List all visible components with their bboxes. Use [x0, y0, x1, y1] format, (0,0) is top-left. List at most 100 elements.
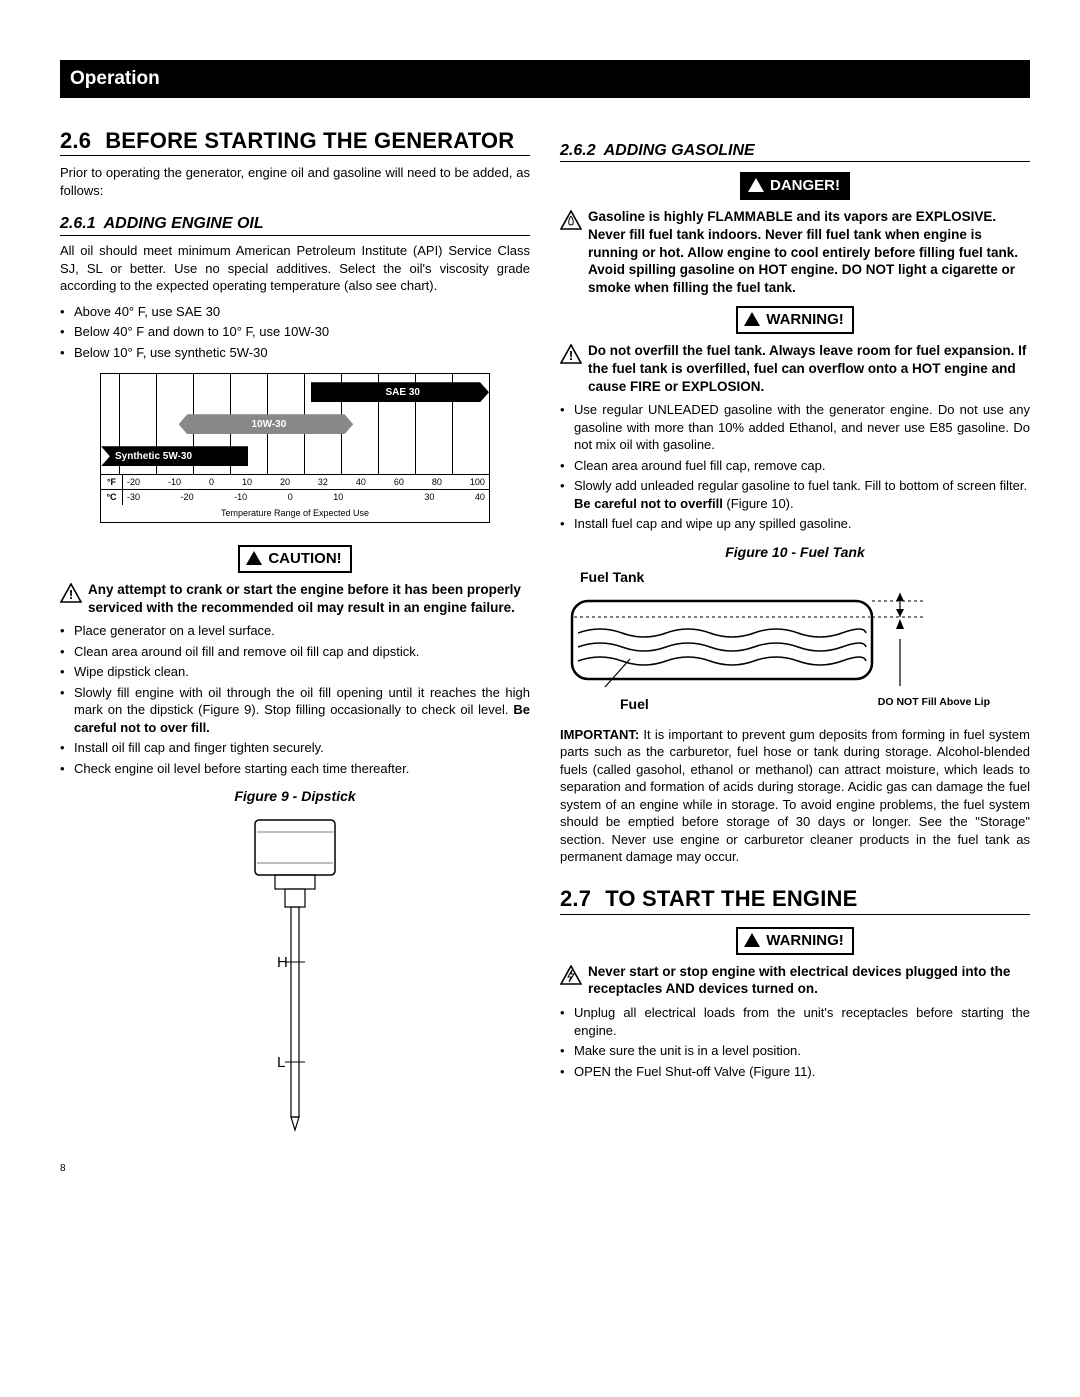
h2-number: 2.7: [560, 884, 591, 914]
list-text: Slowly add unleaded regular gasoline to …: [574, 478, 1027, 493]
warning-text-block: Never start or stop engine with electric…: [560, 963, 1030, 998]
alert-triangle-icon: [748, 178, 764, 192]
band-5w30: Synthetic 5W-30: [101, 446, 248, 466]
tick: 32: [318, 476, 328, 488]
list-item: Place generator on a level surface.: [60, 622, 530, 640]
alert-triangle-icon: [744, 312, 760, 326]
dipstick-l-label: L: [277, 1054, 285, 1071]
warning-text-block: ! Do not overfill the fuel tank. Always …: [560, 342, 1030, 395]
list-item: Above 40° F, use SAE 30: [60, 303, 530, 321]
h3-number: 2.6.2: [560, 140, 596, 162]
band-10w30: 10W-30: [179, 414, 354, 434]
alert-triangle-icon: !: [60, 583, 82, 603]
list-item: Clean area around oil fill and remove oi…: [60, 643, 530, 661]
alert-triangle-icon: !: [560, 344, 582, 364]
left-column: 2.6 BEFORE STARTING THE GENERATOR Prior …: [60, 126, 530, 1133]
h2-title: BEFORE STARTING THE GENERATOR: [105, 126, 514, 156]
figure-9-caption: Figure 9 - Dipstick: [60, 787, 530, 806]
h3-number: 2.6.1: [60, 213, 96, 235]
alert-triangle-icon: [246, 551, 262, 565]
figure-10-caption: Figure 10 - Fuel Tank: [560, 543, 1030, 562]
tick: 40: [356, 476, 366, 488]
h2-number: 2.6: [60, 126, 91, 156]
fuel-tank-label: Fuel Tank: [580, 568, 1030, 587]
list-item: OPEN the Fuel Shut-off Valve (Figure 11)…: [560, 1063, 1030, 1081]
h3-title: ADDING ENGINE OIL: [104, 213, 264, 235]
list-item: Install oil fill cap and finger tighten …: [60, 739, 530, 757]
important-lead: IMPORTANT:: [560, 727, 639, 742]
list-item: Check engine oil level before starting e…: [60, 760, 530, 778]
h3-title: ADDING GASOLINE: [604, 140, 755, 162]
list-text: Slowly fill engine with oil through the …: [74, 685, 530, 718]
axis-c: °C -30 -20 -10 0 10 30 40: [101, 489, 489, 504]
heading-2-6-1: 2.6.1 ADDING ENGINE OIL: [60, 213, 530, 236]
tick: 10: [333, 491, 343, 503]
tick: -10: [234, 491, 247, 503]
list-item: Make sure the unit is in a level positio…: [560, 1042, 1030, 1060]
caution-label: CAUTION!: [268, 549, 341, 569]
fire-triangle-icon: [560, 210, 582, 230]
inline-bold: Be careful not to overfill: [574, 496, 723, 511]
two-column-layout: 2.6 BEFORE STARTING THE GENERATOR Prior …: [60, 126, 1030, 1133]
oil-paragraph: All oil should meet minimum American Pet…: [60, 242, 530, 295]
chart-grid: SAE 30 10W-30 Synthetic 5W-30: [101, 374, 489, 474]
electric-triangle-icon: [560, 965, 582, 985]
list-item: Use regular UNLEADED gasoline with the g…: [560, 401, 1030, 454]
list-tail: (Figure 10).: [723, 496, 794, 511]
axis-f: °F -20 -10 0 10 20 32 40 60 80 100: [101, 474, 489, 489]
tick: -20: [127, 476, 140, 488]
important-paragraph: IMPORTANT: It is important to prevent gu…: [560, 726, 1030, 866]
warning-text: Do not overfill the fuel tank. Always le…: [588, 342, 1030, 395]
danger-label: DANGER!: [770, 176, 840, 196]
tick: 0: [209, 476, 214, 488]
tick: 80: [432, 476, 442, 488]
heading-2-6: 2.6 BEFORE STARTING THE GENERATOR: [60, 126, 530, 157]
intro-paragraph: Prior to operating the generator, engine…: [60, 164, 530, 199]
tick: 0: [288, 491, 293, 503]
list-item: Slowly add unleaded regular gasoline to …: [560, 477, 1030, 512]
dipstick-h-label: H: [277, 954, 288, 971]
band-sae30: SAE 30: [311, 382, 489, 402]
alert-triangle-icon: [744, 933, 760, 947]
start-engine-bullets: Unplug all electrical loads from the uni…: [560, 1004, 1030, 1080]
h2-title: TO START THE ENGINE: [605, 884, 857, 914]
tick: -20: [181, 491, 194, 503]
list-item: Install fuel cap and wipe up any spilled…: [560, 515, 1030, 533]
tick: 30: [424, 491, 434, 503]
tick: 20: [280, 476, 290, 488]
gasoline-bullets: Use regular UNLEADED gasoline with the g…: [560, 401, 1030, 533]
axis-f-label: °F: [101, 475, 123, 489]
list-item: Clean area around fuel fill cap, remove …: [560, 457, 1030, 475]
tick: 40: [475, 491, 485, 503]
oil-procedure-bullets: Place generator on a level surface. Clea…: [60, 622, 530, 777]
list-item: Wipe dipstick clean.: [60, 663, 530, 681]
warning-box: WARNING!: [736, 306, 854, 334]
danger-text: Gasoline is highly FLAMMABLE and its vap…: [588, 208, 1030, 296]
do-not-fill-label: DO NOT Fill Above Lip: [878, 695, 990, 714]
warning-box: WARNING!: [736, 927, 854, 955]
tick: -30: [127, 491, 140, 503]
tick: 100: [470, 476, 485, 488]
danger-box: DANGER!: [740, 172, 850, 200]
oil-temp-bullets: Above 40° F, use SAE 30 Below 40° F and …: [60, 303, 530, 362]
danger-text-block: Gasoline is highly FLAMMABLE and its vap…: [560, 208, 1030, 296]
important-text: It is important to prevent gum deposits …: [560, 727, 1030, 865]
section-bar: Operation: [60, 60, 1030, 98]
tick: 60: [394, 476, 404, 488]
tick: -10: [168, 476, 181, 488]
dipstick-figure: H L: [60, 812, 530, 1132]
caution-text: Any attempt to crank or start the engine…: [88, 581, 530, 616]
tick: 10: [242, 476, 252, 488]
list-item: Slowly fill engine with oil through the …: [60, 684, 530, 737]
svg-text:!: !: [69, 587, 73, 602]
caution-box: CAUTION!: [238, 545, 351, 573]
fuel-tank-figure: Fuel Tank: [560, 568, 1030, 714]
axis-c-ticks: -30 -20 -10 0 10 30 40: [123, 490, 489, 504]
axis-c-label: °C: [101, 490, 123, 504]
oil-viscosity-chart: SAE 30 10W-30 Synthetic 5W-30 °F -20 -10…: [100, 373, 490, 522]
list-item: Unplug all electrical loads from the uni…: [560, 1004, 1030, 1039]
caution-text-block: ! Any attempt to crank or start the engi…: [60, 581, 530, 616]
page-number: 8: [60, 1162, 1030, 1176]
warning-label: WARNING!: [766, 310, 844, 330]
heading-2-7: 2.7 TO START THE ENGINE: [560, 884, 1030, 915]
